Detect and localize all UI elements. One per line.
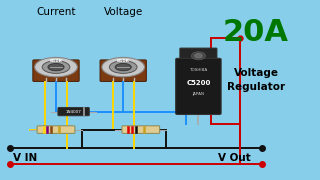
Ellipse shape (42, 61, 70, 73)
Text: B10K: B10K (117, 59, 130, 63)
FancyBboxPatch shape (100, 60, 146, 81)
Text: C5200: C5200 (186, 80, 211, 86)
Text: 20A: 20A (223, 18, 289, 47)
Text: JAPAN: JAPAN (192, 92, 204, 96)
Ellipse shape (109, 61, 137, 73)
Text: Voltage: Voltage (104, 7, 143, 17)
Text: V IN: V IN (13, 153, 37, 163)
Text: B10K: B10K (50, 59, 62, 63)
Text: Current: Current (36, 7, 76, 17)
Ellipse shape (102, 57, 145, 77)
Ellipse shape (48, 63, 64, 71)
FancyBboxPatch shape (37, 126, 75, 133)
FancyBboxPatch shape (180, 48, 217, 60)
Text: 1N4007: 1N4007 (66, 110, 82, 114)
Circle shape (191, 52, 205, 60)
Circle shape (195, 54, 202, 58)
Ellipse shape (35, 57, 77, 77)
Ellipse shape (115, 63, 131, 71)
Text: TOSHIBA: TOSHIBA (189, 68, 208, 72)
Text: V Out: V Out (218, 153, 250, 163)
FancyBboxPatch shape (122, 126, 160, 133)
Text: Voltage
Regulator: Voltage Regulator (227, 68, 285, 92)
FancyBboxPatch shape (33, 60, 79, 81)
FancyBboxPatch shape (176, 58, 221, 114)
FancyBboxPatch shape (58, 107, 89, 116)
